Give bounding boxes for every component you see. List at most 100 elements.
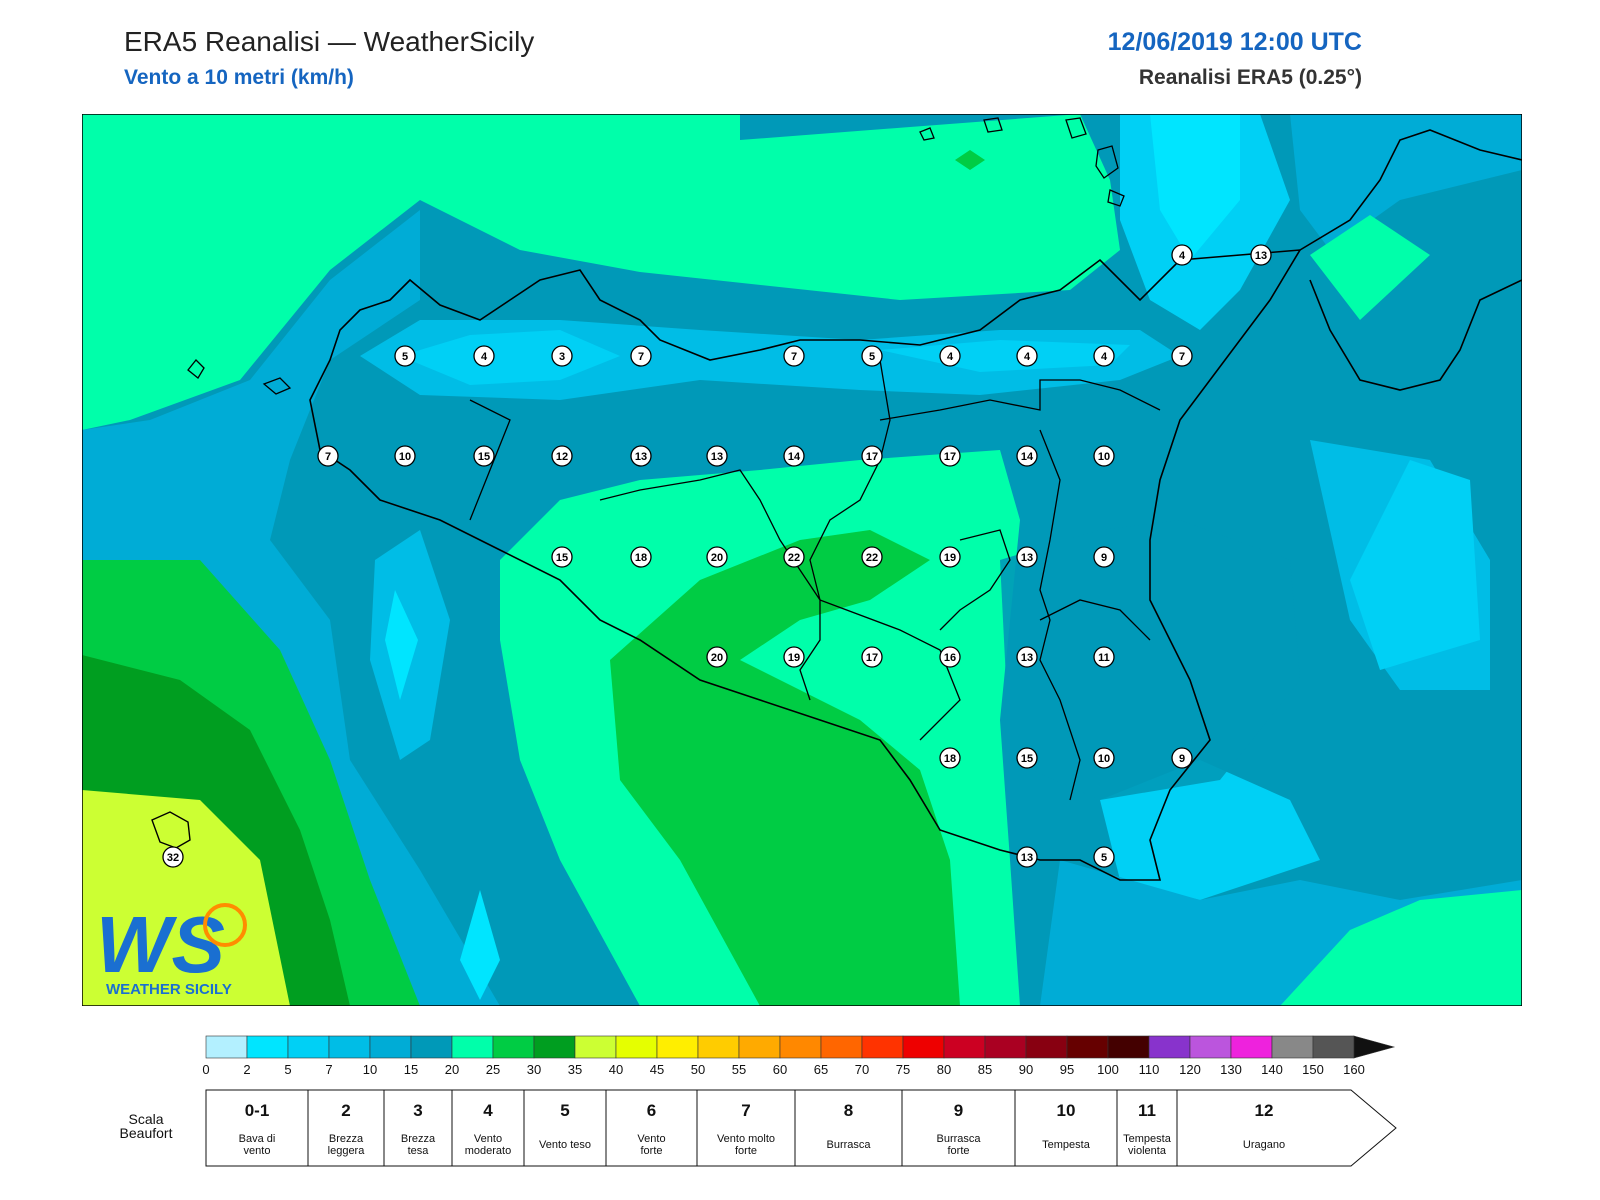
station-value: 9: [1179, 753, 1185, 765]
beaufort-desc: tesa: [408, 1145, 430, 1157]
station-circle: [1016, 445, 1038, 467]
colorbar-segment: [410, 1035, 453, 1059]
station-value: 19: [788, 652, 800, 664]
colorbar-segment: [205, 1035, 248, 1059]
station-value: 19: [944, 552, 956, 564]
station-marker: 4: [473, 345, 495, 367]
beaufort-desc: Brezza: [329, 1133, 364, 1145]
colorbar-tick: 90: [1019, 1062, 1033, 1077]
colorbar-segment: [943, 1035, 986, 1059]
station-value: 5: [402, 351, 408, 363]
station-circle: [939, 345, 961, 367]
station-value: 14: [788, 451, 801, 463]
colorbar-segment: [656, 1035, 699, 1059]
station-value: 10: [1098, 753, 1110, 765]
station-value: 16: [944, 652, 956, 664]
beaufort-number: 7: [741, 1101, 750, 1120]
station-circle: [1250, 244, 1272, 266]
station-marker: 17: [939, 445, 961, 467]
beaufort-label-1: Scala: [128, 1111, 163, 1127]
station-circle: [706, 445, 728, 467]
colorbar-tick: 120: [1179, 1062, 1201, 1077]
colorbar-segment: [820, 1035, 863, 1059]
colorbar-segment: [328, 1035, 371, 1059]
station-circle: [1093, 747, 1115, 769]
station-marker: 22: [783, 546, 805, 568]
station-circle: [1171, 345, 1193, 367]
station-marker: 5: [861, 345, 883, 367]
beaufort-number: 9: [954, 1101, 963, 1120]
station-marker: 13: [630, 445, 652, 467]
colorbar-segment: [287, 1035, 330, 1059]
station-value: 12: [556, 451, 568, 463]
station-marker: 14: [1016, 445, 1038, 467]
station-value: 4: [1101, 351, 1108, 363]
station-value: 7: [638, 351, 644, 363]
station-value: 14: [1021, 451, 1034, 463]
station-marker: 13: [706, 445, 728, 467]
station-marker: 4: [1171, 244, 1193, 266]
colorbar-segment: [369, 1035, 412, 1059]
station-circle: [861, 546, 883, 568]
station-marker: 13: [1250, 244, 1272, 266]
station-circle: [783, 445, 805, 467]
beaufort-desc: forte: [947, 1145, 969, 1157]
station-circle: [1016, 546, 1038, 568]
station-marker: 10: [1093, 747, 1115, 769]
station-value: 22: [788, 552, 800, 564]
station-value: 18: [635, 552, 647, 564]
station-circle: [630, 445, 652, 467]
beaufort-desc: forte: [640, 1145, 662, 1157]
logo-text: WEATHER SICILY: [106, 981, 232, 998]
colorbar-tick: 100: [1097, 1062, 1119, 1077]
colorbar-segment: [779, 1035, 822, 1059]
station-circle: [473, 345, 495, 367]
station-circle: [783, 546, 805, 568]
station-value: 15: [556, 552, 568, 564]
colorbar-tick: 130: [1220, 1062, 1242, 1077]
station-value: 5: [1101, 852, 1107, 864]
colorbar-tick: 40: [609, 1062, 623, 1077]
station-marker: 16: [939, 646, 961, 668]
beaufort-desc: moderato: [465, 1145, 511, 1157]
beaufort-cell: 10 Tempesta: [1014, 1089, 1118, 1167]
colorbar-segment: [246, 1035, 289, 1059]
station-value: 7: [1179, 351, 1185, 363]
colorbar-segment: [738, 1035, 781, 1059]
data-source: Reanalisi ERA5 (0.25°): [1138, 66, 1362, 89]
station-marker: 19: [783, 646, 805, 668]
station-circle: [1016, 846, 1038, 868]
station-marker: 4: [1016, 345, 1038, 367]
station-marker: 10: [1093, 445, 1115, 467]
colorbar-segment: [492, 1035, 535, 1059]
station-circle: [394, 345, 416, 367]
colorbar-tick: 95: [1060, 1062, 1074, 1077]
colorbar-tick: 2: [243, 1062, 250, 1077]
station-circle: [939, 646, 961, 668]
station-marker: 13: [1016, 546, 1038, 568]
colorbar-tick: 160: [1343, 1062, 1365, 1077]
colorbar-segment: [1107, 1035, 1150, 1059]
colorbar-segment: [615, 1035, 658, 1059]
colorbar-tick: 55: [732, 1062, 746, 1077]
beaufort-number: 3: [413, 1101, 422, 1120]
station-value: 3: [559, 351, 565, 363]
colorbar-tick: 30: [527, 1062, 541, 1077]
station-marker: 13: [1016, 846, 1038, 868]
map-datetime: 12/06/2019 12:00 UTC: [1107, 28, 1362, 56]
beaufort-label-2: Beaufort: [120, 1125, 173, 1141]
colorbar-segment: [1189, 1035, 1232, 1059]
colorbar-tick: 75: [896, 1062, 910, 1077]
station-value: 17: [866, 652, 878, 664]
station-circle: [783, 646, 805, 668]
station-value: 15: [478, 451, 490, 463]
station-circle: [1171, 747, 1193, 769]
station-value: 15: [1021, 753, 1033, 765]
station-value: 32: [167, 852, 179, 864]
station-circle: [939, 546, 961, 568]
